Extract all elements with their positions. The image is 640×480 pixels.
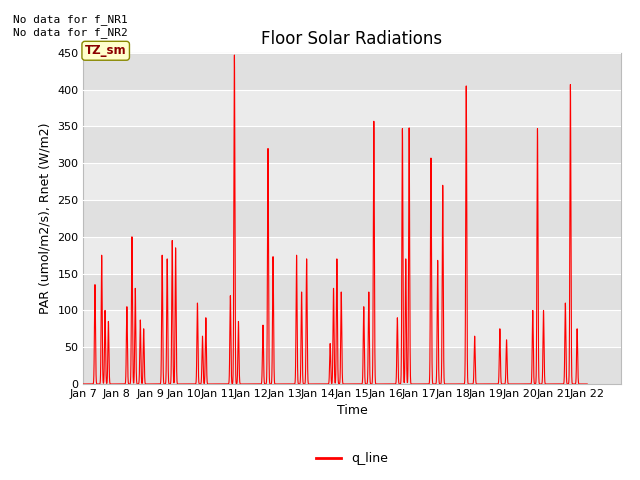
Bar [83,347,621,384]
Bar [83,311,621,347]
Y-axis label: PAR (umol/m2/s), Rnet (W/m2): PAR (umol/m2/s), Rnet (W/m2) [38,123,52,314]
Bar [83,126,621,163]
Bar [83,53,621,90]
Bar [83,274,621,311]
X-axis label: Time: Time [337,405,367,418]
Text: TZ_sm: TZ_sm [85,44,127,57]
Title: Floor Solar Radiations: Floor Solar Radiations [261,30,443,48]
Text: No data for f_NR1
No data for f_NR2: No data for f_NR1 No data for f_NR2 [13,14,127,38]
Bar [83,237,621,274]
Bar [83,90,621,126]
Legend: q_line: q_line [311,447,393,470]
Bar [83,163,621,200]
Bar [83,200,621,237]
